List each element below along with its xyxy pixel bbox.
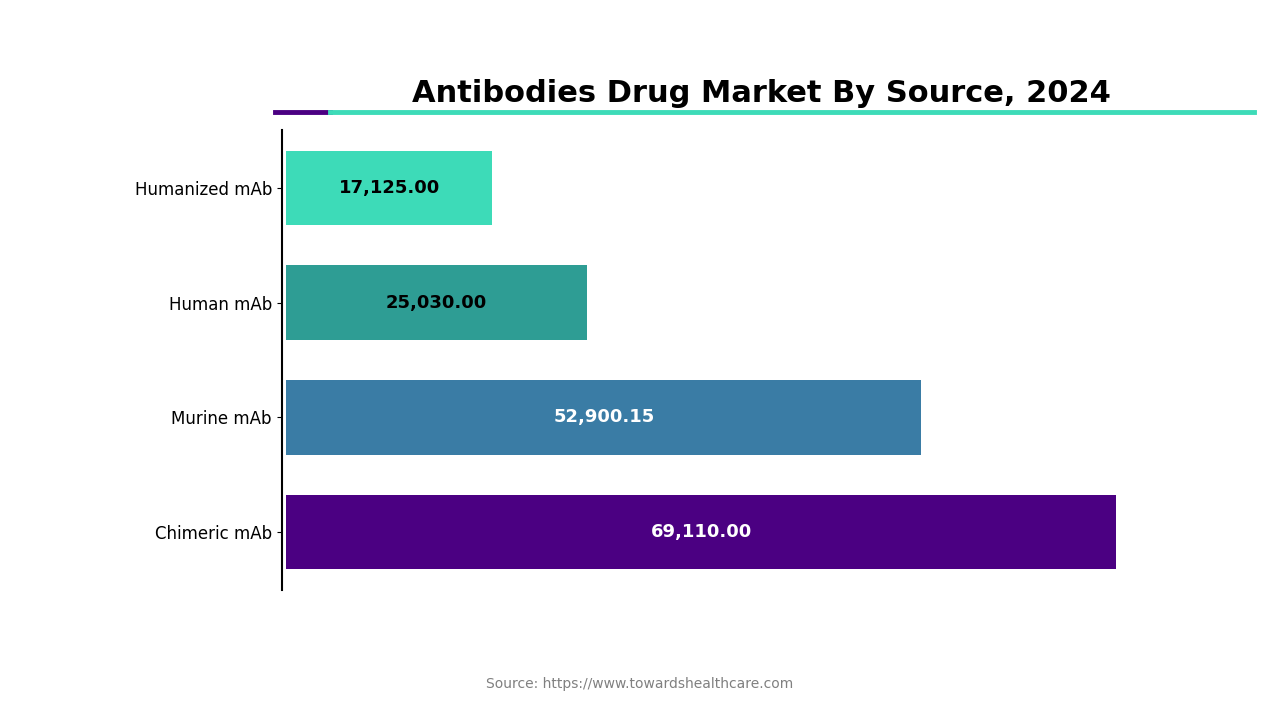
Text: 25,030.00: 25,030.00 bbox=[387, 294, 488, 312]
Text: 17,125.00: 17,125.00 bbox=[338, 179, 440, 197]
Bar bbox=[287, 495, 1116, 570]
Bar bbox=[287, 380, 922, 455]
Title: Antibodies Drug Market By Source, 2024: Antibodies Drug Market By Source, 2024 bbox=[412, 78, 1111, 108]
Bar bbox=[287, 265, 586, 340]
Bar bbox=[287, 150, 492, 225]
Text: 52,900.15: 52,900.15 bbox=[553, 408, 654, 426]
Text: Source: https://www.towardshealthcare.com: Source: https://www.towardshealthcare.co… bbox=[486, 677, 794, 691]
Text: 69,110.00: 69,110.00 bbox=[650, 523, 751, 541]
